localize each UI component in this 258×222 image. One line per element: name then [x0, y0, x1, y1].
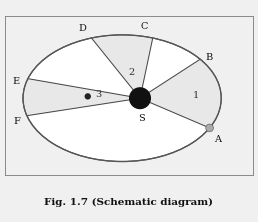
Text: 3: 3	[96, 90, 102, 99]
Text: F: F	[13, 117, 20, 126]
Polygon shape	[23, 79, 140, 116]
Text: S: S	[138, 114, 145, 123]
Circle shape	[130, 88, 150, 109]
Text: 2: 2	[129, 67, 135, 77]
Text: Fig. 1.7 (Schematic diagram): Fig. 1.7 (Schematic diagram)	[44, 197, 214, 207]
Circle shape	[85, 94, 90, 99]
Text: D: D	[78, 24, 86, 32]
Text: E: E	[12, 77, 19, 86]
Text: B: B	[206, 53, 213, 62]
Ellipse shape	[23, 35, 221, 162]
Text: A: A	[214, 135, 221, 144]
Text: C: C	[140, 22, 148, 31]
Polygon shape	[140, 59, 221, 128]
Circle shape	[206, 124, 213, 132]
Polygon shape	[92, 35, 153, 98]
Text: 1: 1	[193, 91, 199, 100]
